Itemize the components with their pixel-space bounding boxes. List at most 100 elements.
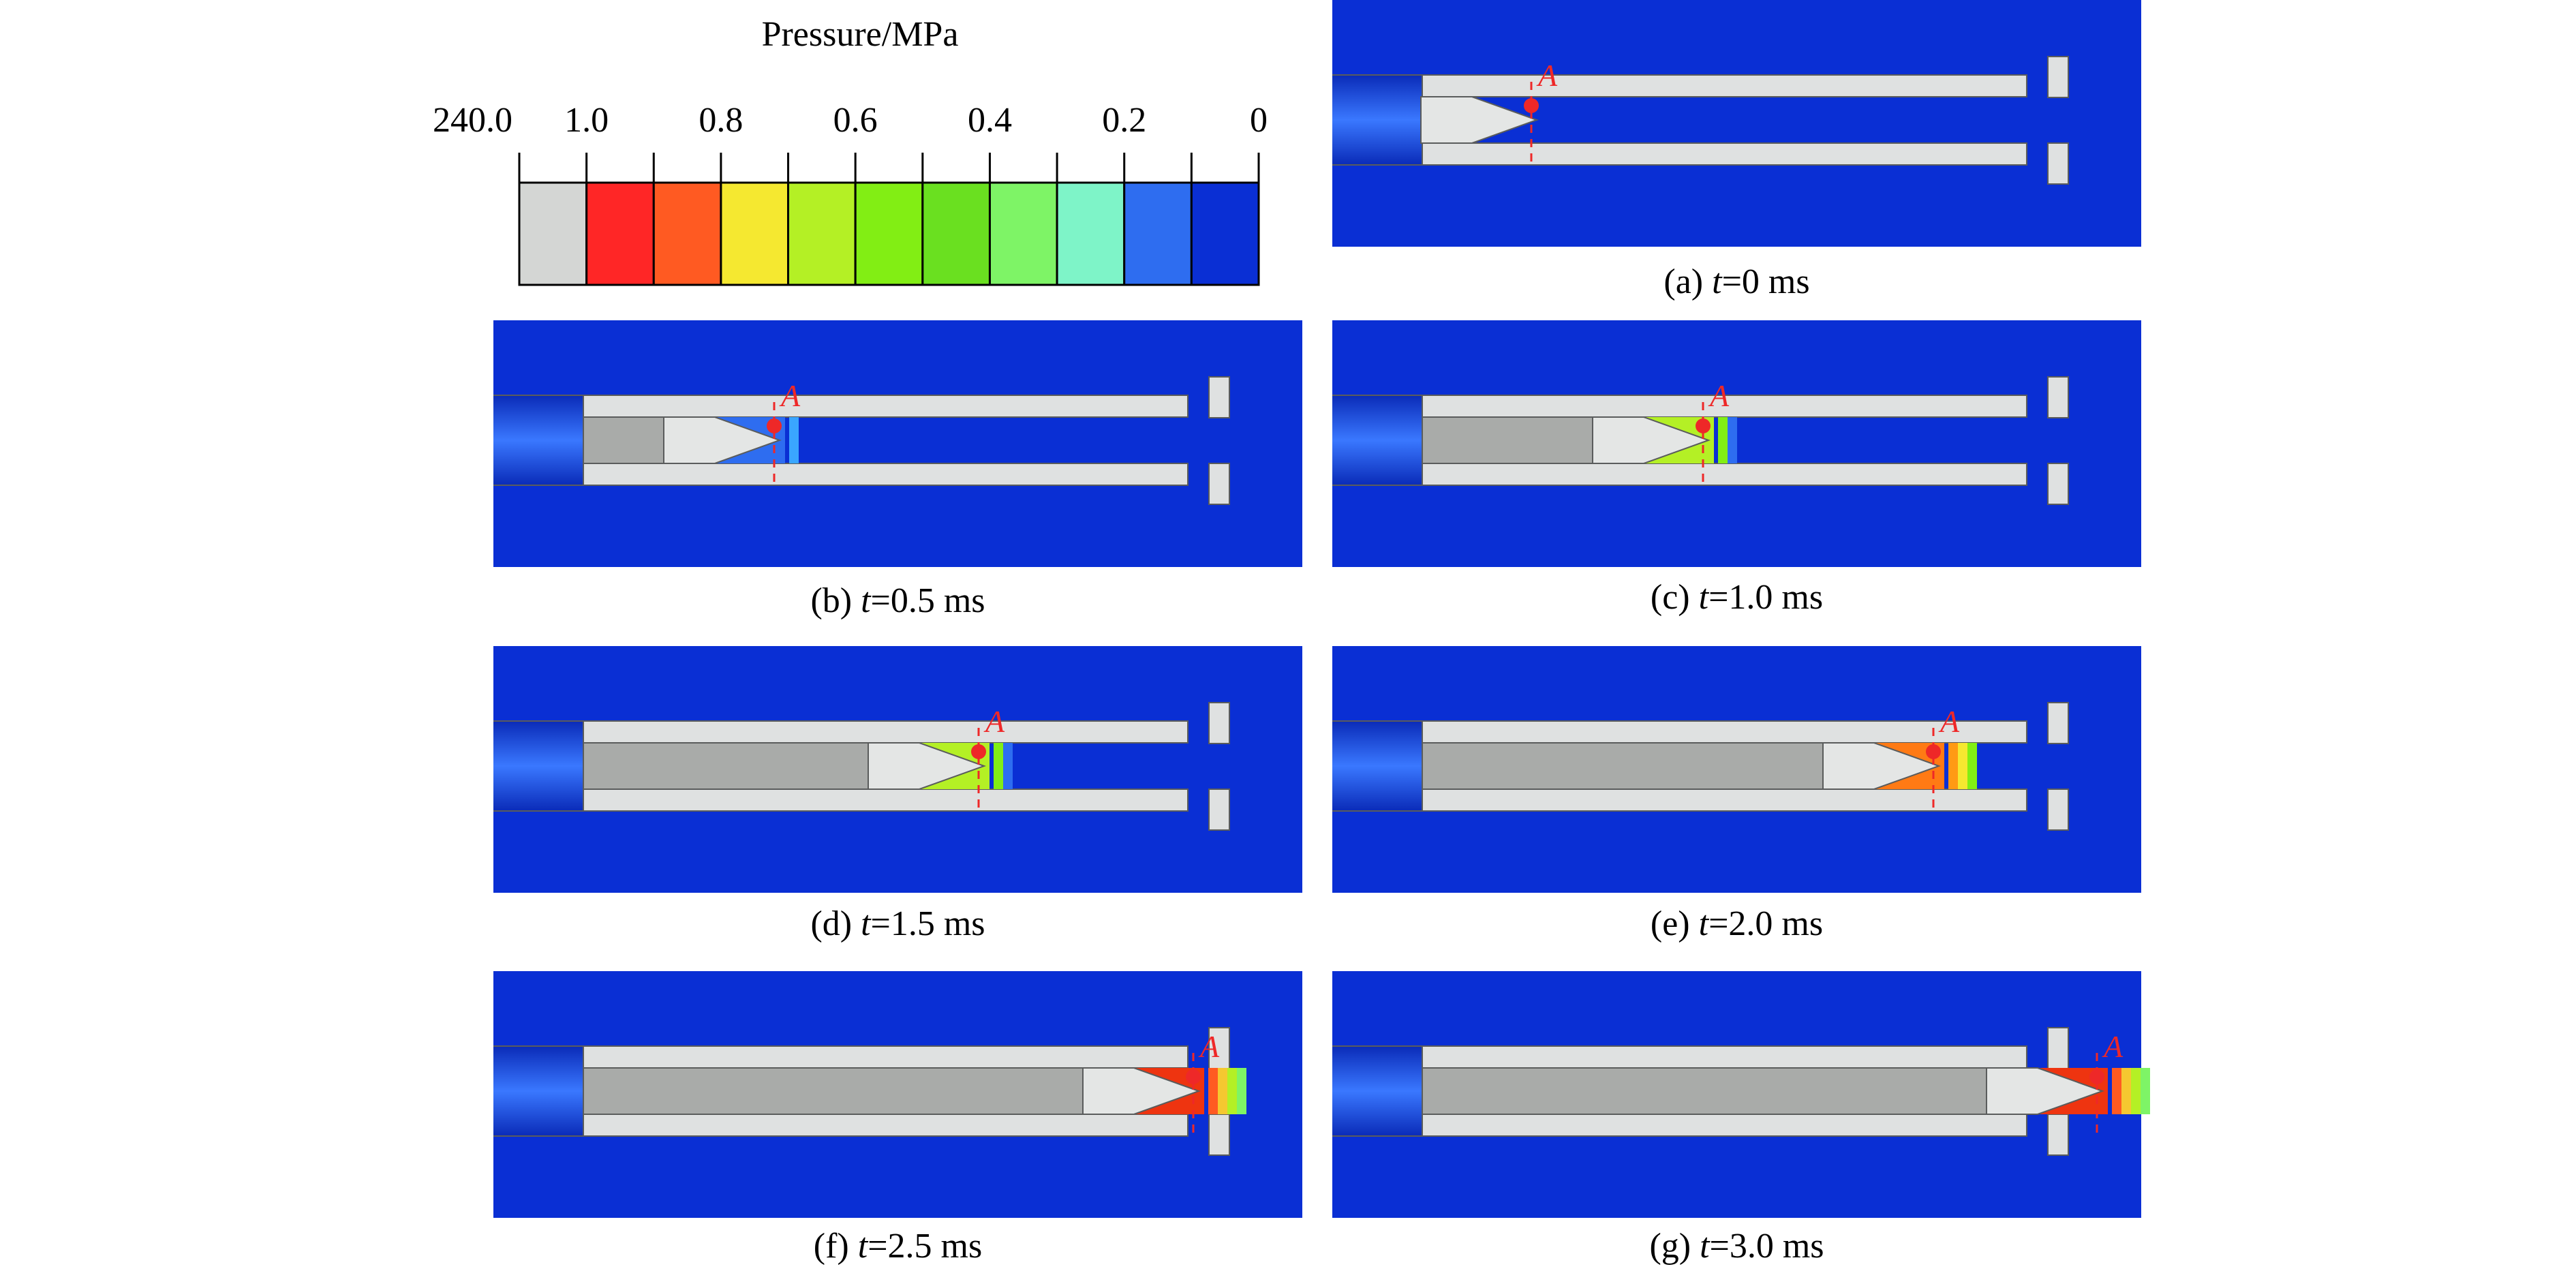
pressure-wedge [1874,743,1939,789]
barrel-wall-top [583,395,1189,418]
marker-a-point [971,744,986,759]
simulation-panel: A [1332,646,2141,893]
panel-caption: (e) t=2.0 ms [1651,904,1823,943]
legend-swatch [988,181,1058,286]
legend-color-bar [518,153,1260,286]
time-symbol: t [861,904,872,943]
legend-tick-label: 240.0 [433,101,512,140]
legend-tick-label: 0.6 [833,101,878,140]
projectile [1592,416,1711,464]
barrel-wall-bottom [583,788,1189,812]
panel-caption: (c) t=1.0 ms [1651,578,1823,617]
panel-label: (d) [810,904,861,943]
gas-column [1422,416,1593,464]
legend-tick-label: 0 [1250,101,1268,140]
target-plate-bottom [2047,1114,2069,1156]
target-plate-bottom [1208,1114,1230,1156]
time-symbol: t [1699,904,1710,943]
target-plate-top [2047,1027,2069,1069]
target-plate-bottom [2047,788,2069,831]
legend-tick-label: 0.2 [1102,101,1146,140]
panel-caption: (b) t=0.5 ms [810,581,985,620]
time-symbol: t [1700,1227,1711,1266]
marker-a-point [767,418,782,433]
barrel-wall-top [1422,74,2027,97]
panel-label: (b) [810,581,861,620]
panel-label: (c) [1651,578,1699,617]
barrel-wall-top [583,720,1189,744]
projectile [1822,742,1941,790]
marker-a-point [1524,98,1539,113]
simulation-panel: A [1332,0,2141,247]
barrel-wall-bottom [583,463,1189,486]
legend-tick-label: 1.0 [564,101,609,140]
gas-column [583,1067,1084,1115]
inlet-region [493,395,583,485]
simulation-panel: A [493,971,1302,1218]
time-value: =0.5 ms [871,581,985,620]
simulation-panel: A [1332,320,2141,567]
time-value: =1.0 ms [1708,578,1823,617]
pressure-band [1958,743,1967,789]
marker-a-label: A [779,378,801,413]
barrel-wall-bottom [1422,142,2027,166]
pressure-band [1208,1068,1218,1114]
marker-a-label: A [983,704,1005,739]
pressure-wedge [1134,1068,1199,1114]
panel-label: (e) [1651,904,1699,943]
pressure-band [1218,1068,1227,1114]
legend-swatch [787,181,857,286]
inlet-region [1332,1046,1422,1136]
marker-a-label: A [2102,1029,2123,1064]
pressure-band [1728,417,1737,463]
legend-swatch [720,181,790,286]
time-value: =2.5 ms [868,1227,982,1266]
legend-swatch [585,181,655,286]
target-plate-top [2047,376,2069,418]
pressure-band [2112,1068,2121,1114]
simulation-panel: A [1332,971,2150,1218]
pressure-legend: Pressure/MPa 240.0 1.0 0.8 0.6 0.4 0.2 0 [433,15,1268,286]
marker-a-label: A [1198,1029,1220,1064]
pressure-band [1227,1068,1237,1114]
gas-column [583,416,664,464]
marker-a-label: A [1938,704,1960,739]
pressure-wedge [2038,1068,2102,1114]
marker-a-point [1696,418,1711,433]
pressure-band [2131,1068,2141,1114]
legend-title: Pressure/MPa [762,15,959,54]
legend-tick-labels: 240.0 1.0 0.8 0.6 0.4 0.2 0 [433,101,1268,140]
projectile [868,742,986,790]
pressure-band [789,417,799,463]
pressure-wedge [919,743,984,789]
barrel-wall-bottom [1422,463,2027,486]
pressure-band [1948,743,1958,789]
time-value: =1.5 ms [871,904,985,943]
marker-a-label: A [1536,58,1558,93]
panel-label: (g) [1649,1227,1700,1266]
pressure-band [2141,1068,2150,1114]
target-plate-bottom [2047,142,2069,185]
pressure-band [1237,1068,1246,1114]
legend-swatch [1056,181,1126,286]
time-symbol: t [861,581,872,620]
pressure-band [1003,743,1013,789]
gas-column [1422,742,1824,790]
time-symbol: t [1712,262,1723,301]
legend-tick-label: 0.4 [968,101,1012,140]
legend-swatch [921,181,991,286]
gas-column [1422,1067,1987,1115]
pressure-band [994,743,1003,789]
panel-label: (f) [814,1227,858,1266]
legend-swatch [854,181,924,286]
target-plate-top [2047,56,2069,98]
barrel-wall-bottom [583,1114,1189,1137]
simulation-panel: A [493,320,1302,567]
legend-swatch [652,181,722,286]
projectile [1082,1067,1201,1115]
marker-a-label: A [1708,378,1730,413]
legend-swatch [518,181,588,286]
panel-label: (a) [1663,262,1712,301]
barrel-wall-top [583,1045,1189,1069]
